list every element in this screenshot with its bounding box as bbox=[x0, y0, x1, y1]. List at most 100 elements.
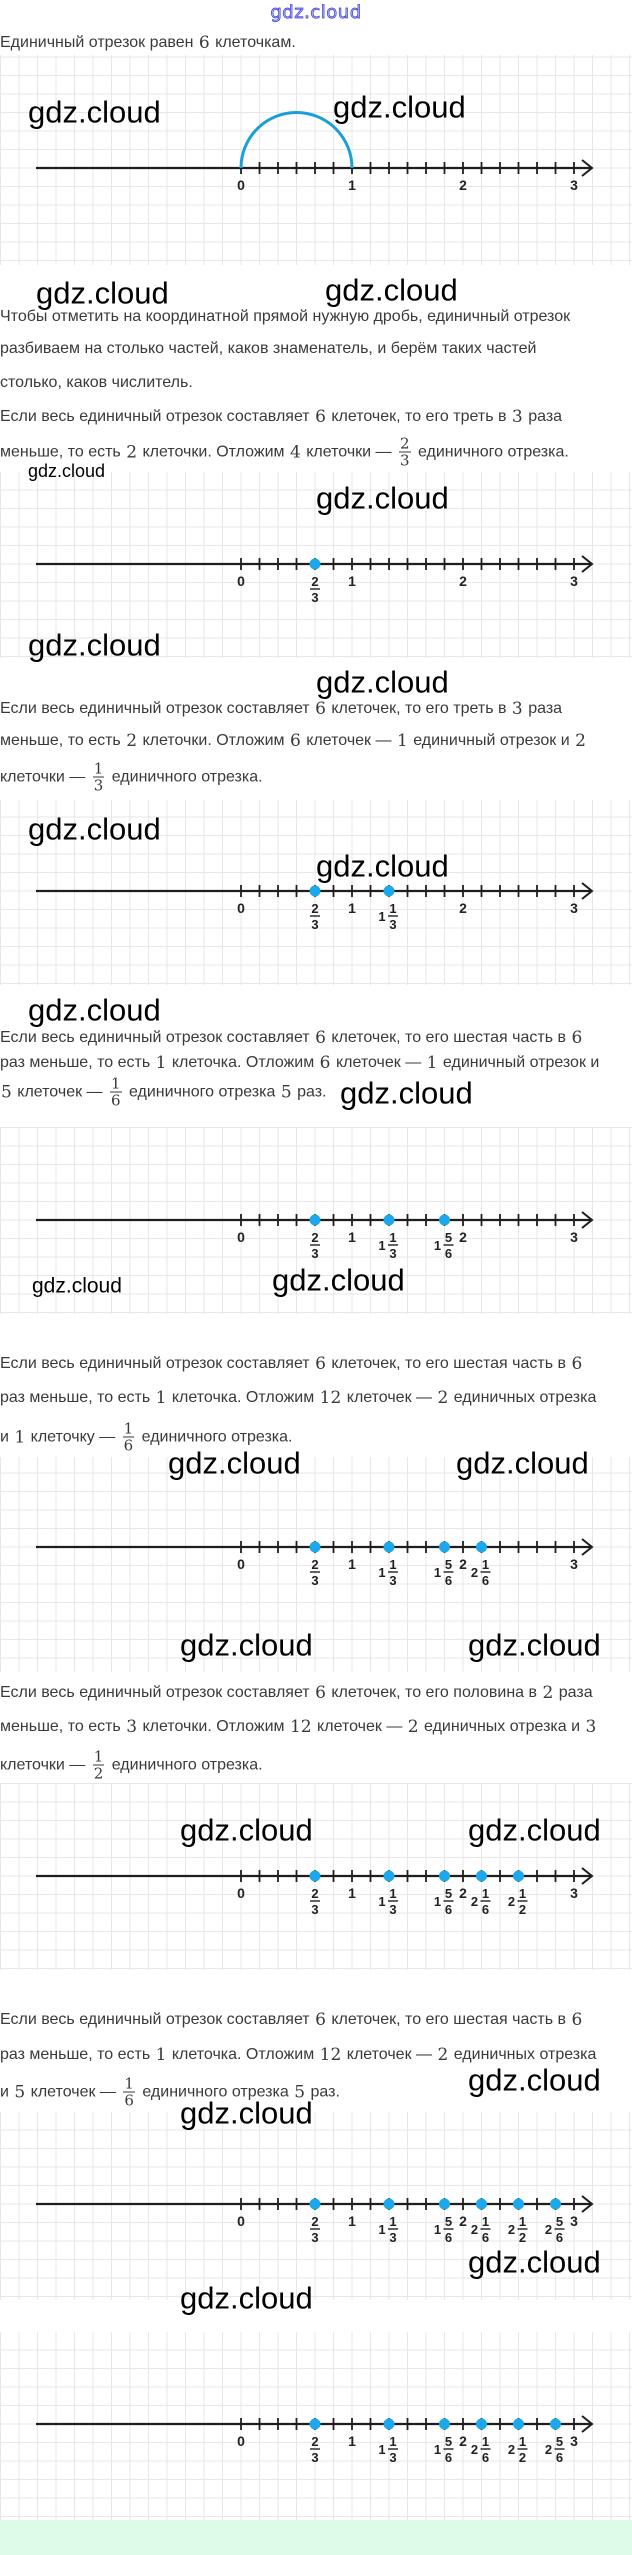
watermark: gdz.cloud bbox=[456, 1445, 589, 1481]
math-number: 2 bbox=[437, 2045, 449, 2065]
marked-point bbox=[309, 2198, 321, 2210]
marked-point bbox=[438, 2418, 450, 2430]
paragraph-line: Если весь единичный отрезок составляет 6… bbox=[0, 2010, 583, 2030]
point-label-denominator: 3 bbox=[389, 2230, 396, 2245]
text-segment: и bbox=[0, 1428, 14, 1445]
watermark: gdz.cloud bbox=[333, 89, 466, 125]
math-number: 6 bbox=[315, 2010, 326, 2030]
math-number: 3 bbox=[511, 699, 523, 719]
paragraph-line: меньше, то есть 3 клеточки. Отложим 12 к… bbox=[0, 1717, 597, 1737]
watermark: gdz.cloud bbox=[468, 1812, 601, 1848]
point-label-whole: 2 bbox=[471, 2222, 478, 2237]
point-label-numerator: 1 bbox=[482, 2214, 489, 2229]
text-segment: клеточек — bbox=[301, 732, 396, 749]
marked-point bbox=[513, 1870, 524, 1882]
integer-tick-label: 0 bbox=[237, 1229, 245, 1245]
point-label-whole: 2 bbox=[508, 2442, 515, 2457]
point-label-whole: 1 bbox=[378, 1565, 385, 1580]
marked-point bbox=[383, 1541, 395, 1553]
marked-point bbox=[476, 2198, 488, 2210]
fraction-denominator: 6 bbox=[124, 2091, 134, 2110]
integer-tick-label: 3 bbox=[570, 2433, 578, 2449]
watermark: gdz.cloud bbox=[36, 275, 169, 311]
fraction-denominator: 3 bbox=[399, 451, 410, 470]
point-label-denominator: 3 bbox=[311, 2230, 318, 2245]
axis-arrow-icon bbox=[581, 555, 594, 573]
integer-tick-label: 3 bbox=[570, 177, 578, 193]
integer-tick-label: 3 bbox=[570, 900, 578, 916]
watermark: gdz.cloud bbox=[180, 1812, 313, 1848]
paragraph-line: разбиваем на столько частей, каков знаме… bbox=[0, 339, 536, 359]
text-segment: клеточек, то его шестая часть в bbox=[326, 1029, 571, 1046]
point-label-whole: 1 bbox=[434, 2222, 441, 2237]
marked-point bbox=[476, 1541, 488, 1553]
point-label-denominator: 3 bbox=[389, 1246, 396, 1261]
point-label-numerator: 2 bbox=[311, 2434, 318, 2449]
math-number: 1 bbox=[155, 1388, 167, 1408]
point-label-denominator: 6 bbox=[482, 2230, 489, 2245]
math-number: 3 bbox=[511, 407, 523, 427]
text-segment: Если весь единичный отрезок составляет bbox=[0, 1684, 315, 1701]
point-label-numerator: 1 bbox=[482, 2434, 489, 2449]
point-label-numerator: 2 bbox=[311, 901, 318, 916]
grid-paper bbox=[0, 1127, 632, 1314]
text-segment: раза bbox=[554, 1684, 593, 1701]
point-label-denominator: 6 bbox=[445, 1902, 452, 1917]
fraction-numerator: 1 bbox=[92, 1747, 105, 1766]
integer-tick-label: 2 bbox=[459, 2433, 467, 2449]
text-segment: единичный отрезок и bbox=[408, 732, 575, 749]
text-segment: единичных отрезка bbox=[449, 2046, 597, 2063]
point-label-denominator: 2 bbox=[519, 2450, 526, 2465]
math-number: 1 bbox=[155, 2045, 167, 2065]
watermark: gdz.cloud bbox=[168, 1445, 301, 1481]
axis-arrow-icon bbox=[581, 2415, 594, 2433]
text-segment: клеточка. Отложим bbox=[167, 1054, 319, 1071]
point-label-numerator: 1 bbox=[519, 2214, 526, 2229]
point-label-numerator: 5 bbox=[445, 1557, 452, 1572]
math-number: 1 bbox=[155, 1053, 167, 1073]
point-label-whole: 1 bbox=[434, 1565, 441, 1580]
point-label-denominator: 3 bbox=[311, 2450, 318, 2465]
point-label-whole: 1 bbox=[378, 909, 385, 924]
point-label-denominator: 3 bbox=[311, 590, 318, 605]
point-label-numerator: 5 bbox=[556, 2214, 563, 2229]
marked-point bbox=[383, 885, 395, 897]
math-number: 12 bbox=[319, 2045, 342, 2065]
text-segment: раза bbox=[523, 408, 563, 425]
text-segment: клеточек — bbox=[312, 1718, 407, 1735]
point-label-whole: 1 bbox=[378, 1238, 385, 1253]
paragraph-line: столько, каков числитель. bbox=[0, 373, 193, 393]
marked-point bbox=[438, 1870, 450, 1882]
text-segment: клеточки — bbox=[0, 768, 90, 785]
text-segment: клеточкам. bbox=[210, 34, 296, 51]
point-label-denominator: 6 bbox=[445, 1573, 452, 1588]
grid-paper bbox=[0, 1457, 632, 1672]
marked-point bbox=[438, 1214, 450, 1226]
point-label-numerator: 5 bbox=[556, 2434, 563, 2449]
paragraph-line: Если весь единичный отрезок составляет 6… bbox=[0, 1354, 583, 1374]
paragraph-line: раз меньше, то есть 1 клеточка. Отложим … bbox=[0, 1388, 596, 1408]
point-label-numerator: 2 bbox=[311, 1886, 318, 1901]
text-segment: клеточка. Отложим bbox=[167, 1389, 319, 1406]
text-segment: клеточек — bbox=[26, 2083, 121, 2100]
point-label-denominator: 3 bbox=[389, 1573, 396, 1588]
point-label-whole: 2 bbox=[508, 1894, 515, 1909]
point-label-denominator: 3 bbox=[311, 1902, 318, 1917]
math-number: 2 bbox=[542, 1683, 554, 1703]
paragraph-line: Чтобы отметить на координатной прямой ну… bbox=[0, 307, 570, 327]
marked-point bbox=[309, 1541, 321, 1553]
axis-arrow-icon bbox=[581, 1867, 594, 1885]
math-number: 6 bbox=[571, 1028, 583, 1048]
point-label-denominator: 3 bbox=[389, 1902, 396, 1917]
marked-point bbox=[476, 2418, 488, 2430]
